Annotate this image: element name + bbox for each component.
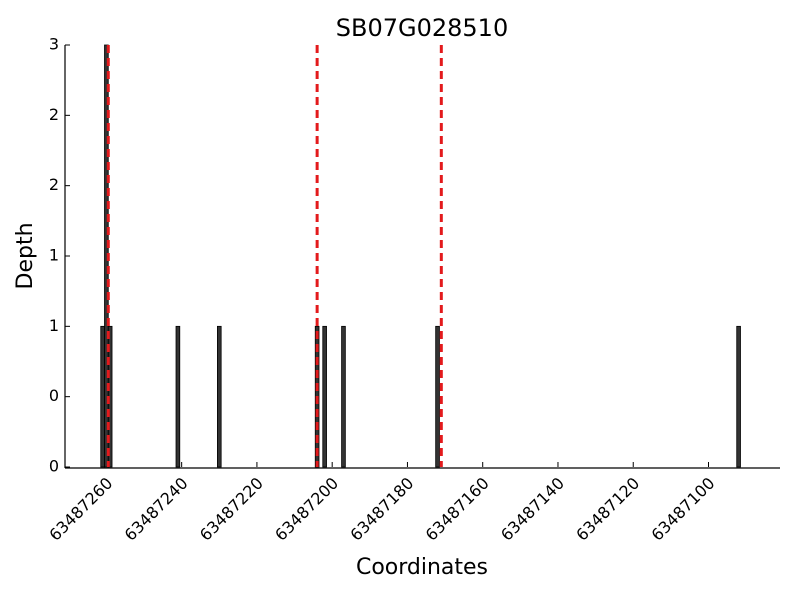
x-tick-label: 63487240 (121, 474, 192, 545)
bar (435, 325, 440, 468)
x-tick-label: 63487260 (45, 474, 116, 545)
x-tick-label: 63487120 (572, 474, 643, 545)
x-axis-label: Coordinates (356, 555, 488, 580)
y-tick-label: 2 (49, 105, 59, 124)
y-axis-label: Depth (13, 222, 38, 289)
x-tick-label: 63487200 (271, 474, 342, 545)
y-tick-label: 0 (49, 386, 59, 405)
bar (322, 325, 327, 468)
x-tick-label: 63487220 (196, 474, 267, 545)
chart-title: SB07G028510 (336, 14, 508, 42)
bar (736, 325, 741, 468)
bar (100, 325, 105, 468)
y-tick-label: 3 (49, 35, 59, 54)
bar (341, 325, 346, 468)
bar (217, 325, 222, 468)
y-tick-label: 1 (49, 316, 59, 335)
y-tick-label: 1 (49, 246, 59, 265)
y-tick-label: 0 (49, 457, 59, 476)
bar (175, 325, 181, 468)
x-tick-label: 63487180 (346, 474, 417, 545)
y-tick-label: 2 (49, 175, 59, 194)
x-tick-label: 63487100 (647, 474, 718, 545)
x-tick-label: 63487140 (497, 474, 568, 545)
x-tick-label: 63487160 (422, 474, 493, 545)
